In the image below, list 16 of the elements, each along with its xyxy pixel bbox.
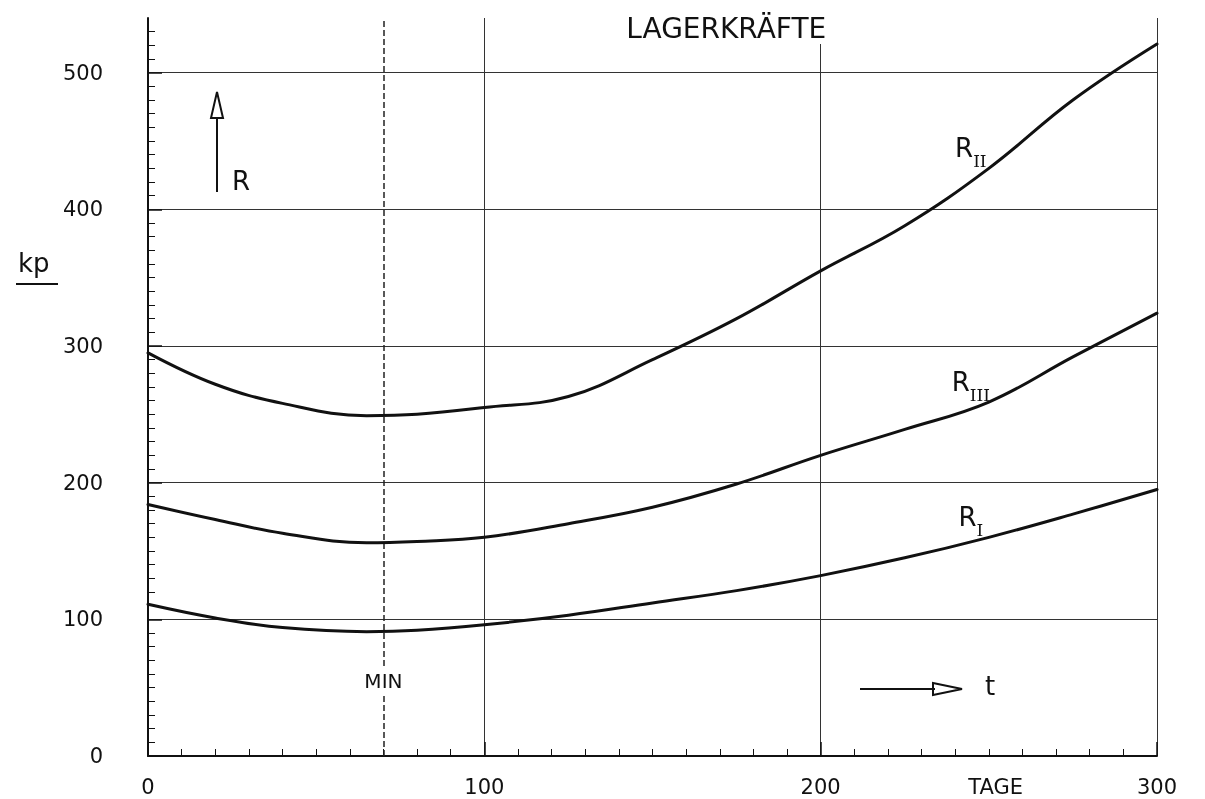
x-tick-label: 300 — [1136, 774, 1178, 799]
y-tick-label: 400 — [62, 197, 103, 222]
annotation: R — [232, 166, 251, 196]
y-tick-label: 0 — [89, 744, 103, 768]
x-axis-title: TAGE — [967, 774, 1023, 799]
y-tick-label: 300 — [62, 334, 103, 358]
x-tick-label: 0 — [141, 774, 155, 799]
annotation: t — [985, 671, 996, 701]
y-tick-label: 100 — [62, 607, 103, 632]
y-tick-label: 200 — [62, 470, 103, 495]
ref-line-label: MIN — [364, 669, 403, 693]
y-axis-title: kp — [18, 248, 50, 278]
x-tick-label: 200 — [800, 774, 841, 799]
x-tick-label: 100 — [464, 774, 505, 799]
y-tick-label: 500 — [62, 60, 103, 85]
chart-title: LAGERKRÄFTE — [626, 11, 827, 45]
